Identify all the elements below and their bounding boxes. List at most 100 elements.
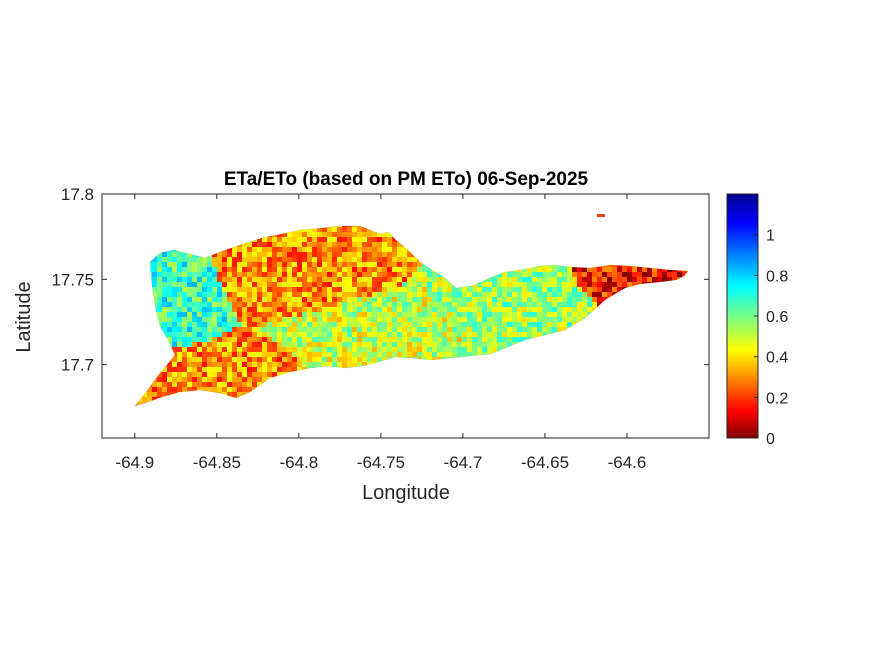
heatmap-cell bbox=[322, 277, 327, 282]
heatmap-cell bbox=[412, 282, 417, 287]
heatmap-cell bbox=[312, 317, 317, 322]
heatmap-cell bbox=[357, 317, 362, 322]
heatmap-cell bbox=[232, 277, 237, 282]
heatmap-cell bbox=[467, 327, 472, 332]
heatmap-cell bbox=[287, 312, 292, 317]
heatmap-cell bbox=[327, 307, 332, 312]
heatmap-cell bbox=[487, 307, 492, 312]
heatmap-cell bbox=[622, 267, 627, 272]
heatmap-cell bbox=[157, 312, 162, 317]
heatmap-cell bbox=[607, 272, 612, 277]
heatmap-cell bbox=[422, 342, 427, 347]
heatmap-cell bbox=[227, 352, 232, 357]
heatmap-cell bbox=[252, 292, 257, 297]
heatmap-cell bbox=[262, 307, 267, 312]
heatmap-cell bbox=[402, 277, 407, 282]
heatmap-cell bbox=[357, 322, 362, 327]
heatmap-cell bbox=[357, 297, 362, 302]
heatmap-cell bbox=[177, 262, 182, 267]
heatmap-cell bbox=[582, 292, 587, 297]
heatmap-cell bbox=[232, 287, 237, 292]
heatmap-cell bbox=[337, 242, 342, 247]
heatmap-cell bbox=[312, 302, 317, 307]
heatmap-cell bbox=[437, 302, 442, 307]
heatmap-cell bbox=[372, 262, 377, 267]
heatmap-cell bbox=[187, 252, 192, 257]
heatmap-cell bbox=[332, 262, 337, 267]
heatmap-cell bbox=[222, 322, 227, 327]
heatmap-cell bbox=[192, 267, 197, 272]
heatmap-cell bbox=[182, 362, 187, 367]
heatmap-cell bbox=[252, 242, 257, 247]
heatmap-cell bbox=[487, 282, 492, 287]
heatmap-cell bbox=[242, 307, 247, 312]
heatmap-cell bbox=[327, 272, 332, 277]
heatmap-cell bbox=[382, 232, 387, 237]
heatmap-cell bbox=[347, 362, 352, 367]
heatmap-cell bbox=[277, 252, 282, 257]
heatmap-cell bbox=[252, 377, 257, 382]
heatmap-cell bbox=[162, 377, 167, 382]
heatmap-cell bbox=[372, 252, 377, 257]
heatmap-cell bbox=[272, 312, 277, 317]
heatmap-cell bbox=[162, 307, 167, 312]
heatmap-cell bbox=[532, 272, 537, 277]
heatmap-cell bbox=[367, 317, 372, 322]
heatmap-cell bbox=[342, 327, 347, 332]
heatmap-cell bbox=[422, 297, 427, 302]
heatmap-cell bbox=[262, 292, 267, 297]
heatmap-cell bbox=[267, 307, 272, 312]
heatmap-cell bbox=[527, 327, 532, 332]
heatmap-cell bbox=[317, 327, 322, 332]
heatmap-cell bbox=[542, 272, 547, 277]
heatmap-cell bbox=[177, 387, 182, 392]
heatmap-cell bbox=[257, 357, 262, 362]
heatmap-cell bbox=[242, 242, 247, 247]
heatmap-cell bbox=[212, 327, 217, 332]
heatmap-cell bbox=[187, 372, 192, 377]
heatmap-cell bbox=[492, 287, 497, 292]
heatmap-cell bbox=[582, 282, 587, 287]
heatmap-cell bbox=[252, 332, 257, 337]
heatmap-cell bbox=[197, 287, 202, 292]
heatmap-cell bbox=[582, 312, 587, 317]
heatmap-cell bbox=[252, 307, 257, 312]
heatmap-cell bbox=[477, 352, 482, 357]
heatmap-cell bbox=[207, 327, 212, 332]
heatmap-cell bbox=[257, 292, 262, 297]
heatmap-cell bbox=[442, 347, 447, 352]
heatmap-cell bbox=[347, 232, 352, 237]
heatmap-cell bbox=[232, 392, 237, 397]
heatmap-cell bbox=[547, 327, 552, 332]
heatmap-cell bbox=[207, 262, 212, 267]
heatmap-cell bbox=[187, 262, 192, 267]
heatmap-cell bbox=[352, 242, 357, 247]
heatmap-cell bbox=[412, 267, 417, 272]
heatmap-cell bbox=[327, 362, 332, 367]
heatmap-cell bbox=[417, 332, 422, 337]
heatmap-cell bbox=[187, 362, 192, 367]
heatmap-cell bbox=[412, 337, 417, 342]
heatmap-cell bbox=[497, 297, 502, 302]
heatmap-cell bbox=[167, 392, 172, 397]
heatmap-cell bbox=[277, 257, 282, 262]
heatmap-cell bbox=[282, 262, 287, 267]
heatmap-cell bbox=[442, 342, 447, 347]
heatmap-cell bbox=[192, 367, 197, 372]
heatmap-cell bbox=[207, 312, 212, 317]
heatmap-cell bbox=[562, 287, 567, 292]
heatmap-cell bbox=[452, 342, 457, 347]
heatmap-cell bbox=[357, 327, 362, 332]
heatmap-cell bbox=[367, 327, 372, 332]
heatmap-cell bbox=[412, 287, 417, 292]
heatmap-cell bbox=[247, 292, 252, 297]
heatmap-cell bbox=[497, 342, 502, 347]
heatmap-cell bbox=[182, 302, 187, 307]
heatmap-cell bbox=[577, 277, 582, 282]
heatmap-cell bbox=[252, 252, 257, 257]
heatmap-cell bbox=[537, 327, 542, 332]
heatmap-cell bbox=[627, 277, 632, 282]
heatmap-cell bbox=[362, 362, 367, 367]
heatmap-cell bbox=[247, 247, 252, 252]
heatmap-cell bbox=[292, 352, 297, 357]
